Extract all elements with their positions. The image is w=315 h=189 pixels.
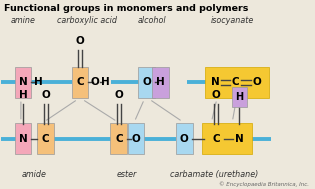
Text: amine: amine xyxy=(11,16,36,25)
Text: O: O xyxy=(211,90,220,99)
Text: C: C xyxy=(212,134,220,144)
Text: ester: ester xyxy=(117,170,137,179)
Text: carboxylic acid: carboxylic acid xyxy=(57,16,117,25)
FancyBboxPatch shape xyxy=(138,67,155,98)
Text: O: O xyxy=(180,134,188,144)
Text: isocyanate: isocyanate xyxy=(211,16,254,25)
FancyBboxPatch shape xyxy=(205,67,269,98)
Text: O: O xyxy=(114,90,123,99)
FancyBboxPatch shape xyxy=(15,67,32,98)
Text: C: C xyxy=(232,77,239,87)
FancyBboxPatch shape xyxy=(72,67,89,98)
Text: N: N xyxy=(211,77,220,87)
Text: N: N xyxy=(19,134,27,144)
Text: C: C xyxy=(42,134,49,144)
Text: H: H xyxy=(101,77,110,87)
Text: amide: amide xyxy=(22,170,47,179)
Text: H: H xyxy=(19,90,27,99)
Text: O: O xyxy=(76,36,84,46)
Text: O: O xyxy=(132,134,140,144)
Text: O: O xyxy=(90,77,99,87)
FancyBboxPatch shape xyxy=(128,123,144,154)
Text: N: N xyxy=(235,134,244,144)
Text: O: O xyxy=(252,77,261,87)
Text: © Encyclopaedia Britannica, Inc.: © Encyclopaedia Britannica, Inc. xyxy=(219,182,308,187)
FancyBboxPatch shape xyxy=(176,123,192,154)
FancyBboxPatch shape xyxy=(15,123,32,154)
FancyBboxPatch shape xyxy=(111,123,127,154)
FancyBboxPatch shape xyxy=(232,87,247,107)
Text: H: H xyxy=(34,77,43,87)
Text: O: O xyxy=(142,77,151,87)
Text: N: N xyxy=(19,77,27,87)
Text: O: O xyxy=(41,90,50,99)
FancyBboxPatch shape xyxy=(37,123,54,154)
Text: Functional groups in monomers and polymers: Functional groups in monomers and polyme… xyxy=(4,4,248,12)
Text: alcohol: alcohol xyxy=(138,16,167,25)
Text: carbamate (urethane): carbamate (urethane) xyxy=(169,170,258,179)
FancyBboxPatch shape xyxy=(152,67,169,98)
FancyBboxPatch shape xyxy=(202,123,252,154)
Text: C: C xyxy=(115,134,123,144)
Text: C: C xyxy=(76,77,84,87)
Text: H: H xyxy=(235,92,243,102)
Text: H: H xyxy=(156,77,164,87)
